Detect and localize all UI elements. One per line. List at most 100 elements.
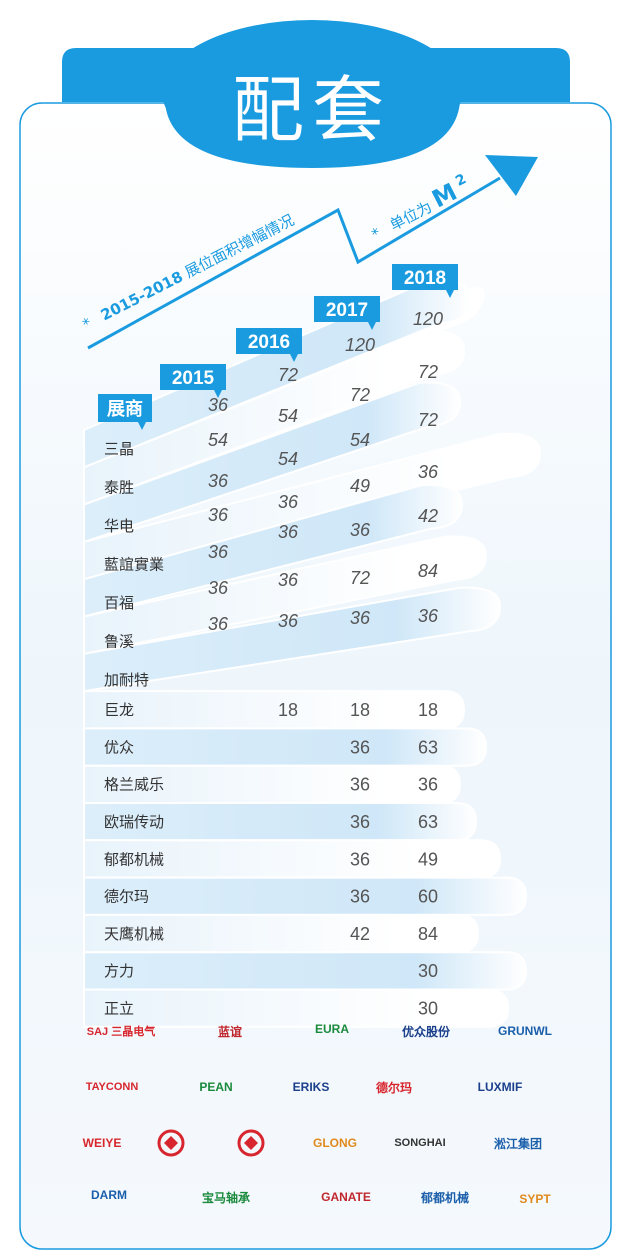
exhibitor-header: 展商 [107, 398, 143, 420]
area-value: 36 [350, 520, 371, 540]
title-ellipse [162, 20, 462, 164]
area-value: 49 [350, 476, 370, 496]
year-badge-bg [160, 364, 226, 390]
darm-logo: DARM [88, 1178, 130, 1212]
area-value: 72 [418, 410, 438, 430]
area-value: 36 [278, 611, 299, 631]
row-background [83, 586, 502, 693]
area-value: 54 [208, 430, 228, 450]
year-badge-pointer [214, 390, 222, 398]
row-background [83, 484, 464, 618]
exhibitor-name: 欧瑞传动 [104, 813, 164, 831]
logo-text: 淞江集团 [493, 1136, 542, 1151]
songhai-logo: SONGHAI [394, 1126, 445, 1160]
area-value: 36 [208, 505, 229, 525]
exhibitor-name: 华电 [104, 517, 134, 535]
area-value: 36 [350, 812, 370, 832]
exhibitor-name: 正立 [104, 1000, 134, 1018]
area-value: 36 [418, 462, 439, 482]
row-background [83, 432, 542, 581]
exhibitor-header-pointer [138, 422, 146, 430]
baoma-logo: 宝马轴承 [184, 1180, 268, 1214]
logo-text: 郁都机械 [420, 1190, 469, 1205]
weiye-logo: WEIYE [80, 1126, 124, 1160]
saj-logo: SAJ 三晶电气 [80, 1014, 162, 1048]
area-value: 36 [208, 471, 229, 491]
logo-text: GLONG [313, 1136, 357, 1150]
trend-arrow-head [485, 155, 538, 196]
year-label: 2017 [326, 300, 368, 321]
area-value: 60 [418, 887, 438, 907]
exhibitor-name: 德尔玛 [104, 888, 149, 906]
logo-text: DARM [91, 1188, 127, 1202]
logo-text: EURA [314, 1022, 349, 1036]
area-value: 54 [278, 449, 298, 469]
area-value: 36 [350, 849, 370, 869]
logo-text: WEIYE [82, 1136, 122, 1150]
logo-wall: SAJ 三晶电气 蓝谊 EURA 优众股份 GRUNWL TAYCONN PEAN ERIKS… [0, 1008, 625, 1248]
area-value: 120 [345, 335, 375, 355]
logo-text: ERIKS [292, 1080, 330, 1094]
pean-logo: PEAN [174, 1070, 258, 1104]
area-value: 36 [208, 542, 229, 562]
area-value: 42 [418, 506, 438, 526]
eura-logo: EURA [300, 1012, 364, 1046]
row-background [83, 690, 466, 730]
sypt-logo: SYPT [508, 1182, 562, 1216]
yudu-logo: 郁都机械 [420, 1180, 470, 1214]
row-background [83, 381, 462, 544]
area-value: 84 [418, 561, 438, 581]
ganate-logo: GANATE [318, 1180, 374, 1214]
exhibitor-header-bg [98, 394, 152, 422]
area-value: 42 [350, 924, 370, 944]
area-value: 36 [350, 608, 371, 628]
glong-logo: GLONG [312, 1126, 358, 1160]
logo-text: 宝马轴承 [201, 1190, 250, 1205]
exhibitor-name: 藍誼實業 [104, 556, 164, 574]
exhibitor-name: 泰胜 [104, 479, 134, 497]
exhibitor-name: 百福 [104, 594, 134, 612]
logo-text: 蓝谊 [217, 1024, 242, 1039]
year-badge-pointer [290, 354, 298, 362]
logo-text: PEAN [199, 1080, 233, 1094]
logo-text: 优众股份 [401, 1024, 450, 1039]
red-mark-logo [228, 1126, 274, 1160]
row-background [83, 535, 488, 656]
exhibitor-name: 郁都机械 [104, 850, 164, 868]
area-value: 49 [418, 849, 438, 869]
area-value: 72 [278, 365, 298, 385]
delma-logo: 德尔玛 [374, 1070, 414, 1104]
area-value: 36 [208, 578, 229, 598]
area-value: 18 [418, 700, 438, 720]
area-value: 36 [350, 775, 370, 795]
year-badge-pointer [368, 322, 376, 330]
area-value: 72 [418, 362, 438, 382]
area-value: 36 [278, 492, 299, 512]
logo-text: SONGHAI [394, 1137, 446, 1149]
row-background [83, 951, 528, 991]
area-value: 120 [413, 309, 443, 329]
year-label: 2018 [404, 268, 446, 289]
area-value: 36 [278, 570, 299, 590]
year-label: 2015 [172, 368, 215, 389]
logo-text: LUXMIF [477, 1080, 523, 1094]
logo-mark [237, 1129, 265, 1157]
year-badge-bg [392, 264, 458, 290]
area-value: 36 [350, 737, 370, 757]
tayconn-logo: TAYCONN [80, 1070, 144, 1104]
area-value: 18 [278, 700, 298, 720]
exhibitor-name: 加耐特 [104, 671, 149, 689]
logo-text: SAJ 三晶电气 [86, 1026, 156, 1038]
area-value: 63 [418, 737, 438, 757]
row-background [83, 727, 488, 767]
area-value: 30 [418, 961, 438, 981]
gear-seal-logo [152, 1126, 190, 1160]
exhibitor-name: 鲁溪 [104, 633, 134, 651]
songjiang-logo: 淞江集团 [476, 1126, 560, 1160]
area-value: 36 [418, 775, 438, 795]
year-badge-bg [236, 328, 302, 354]
logo-mark [157, 1129, 185, 1157]
youzhong-logo: 优众股份 [388, 1014, 464, 1048]
